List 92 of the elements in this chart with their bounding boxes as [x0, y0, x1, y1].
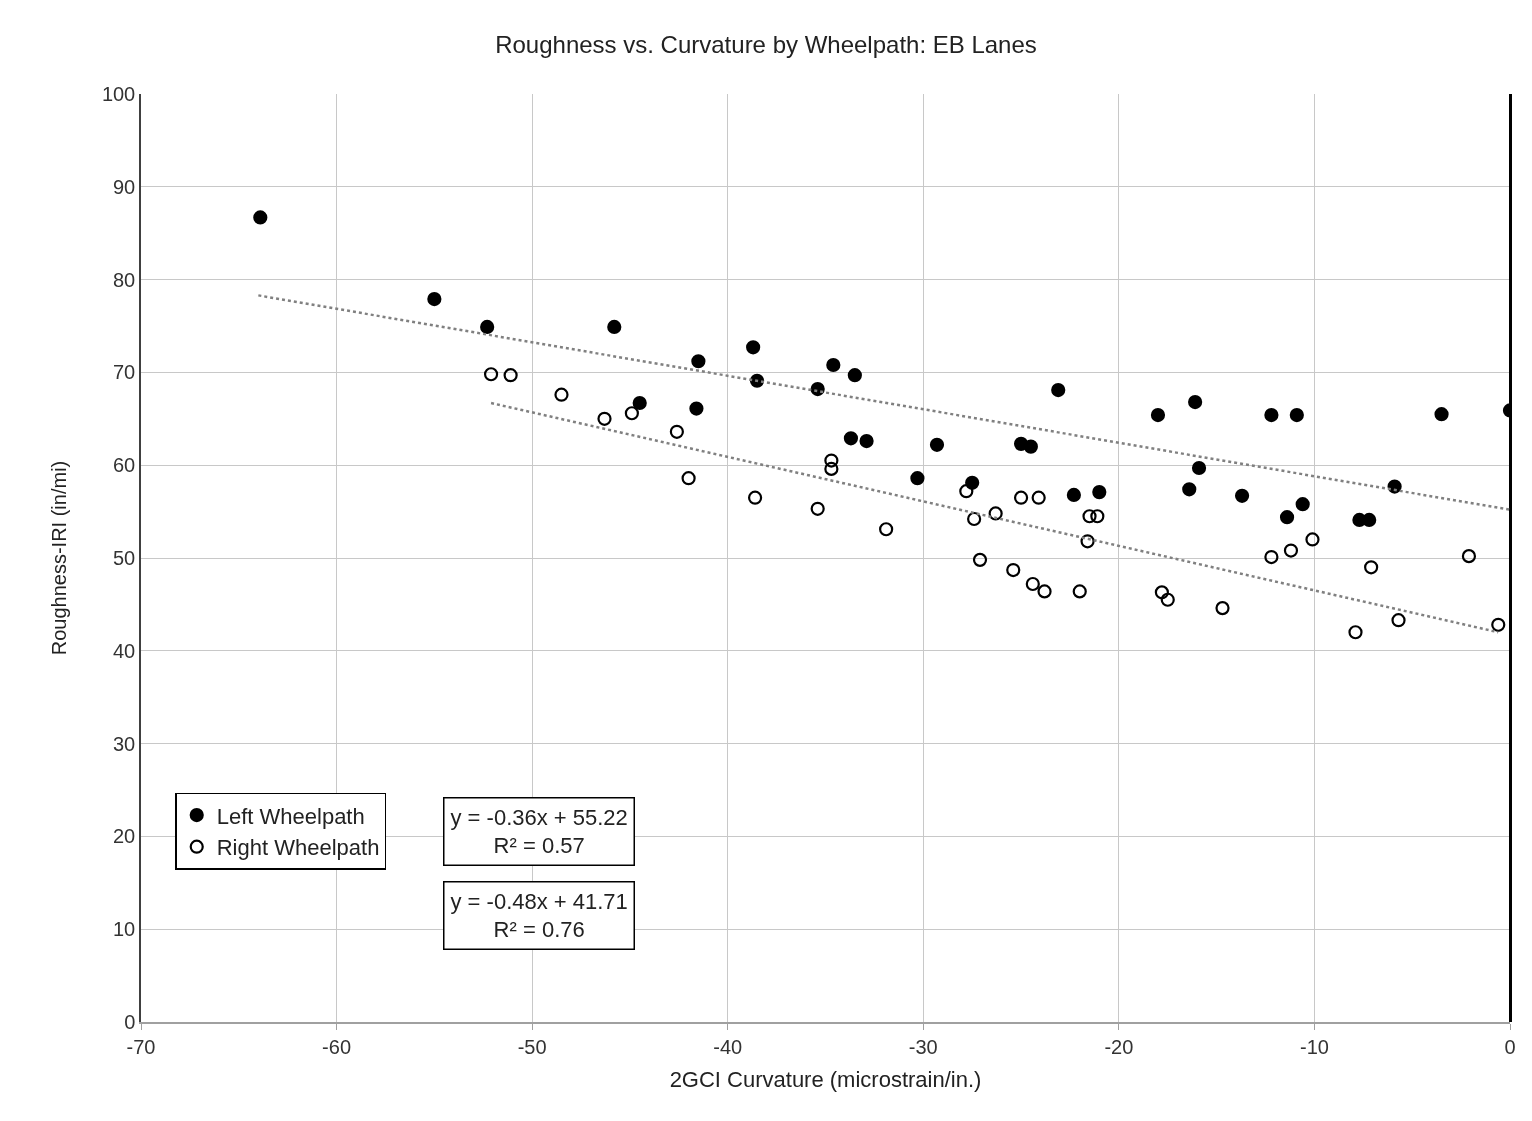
y-tick-label: 90	[113, 175, 136, 198]
point	[1295, 497, 1310, 512]
point	[1264, 407, 1279, 423]
x-tick-label: -60	[322, 1035, 352, 1058]
point	[503, 368, 518, 383]
x-tick-label: -30	[908, 1035, 938, 1058]
point	[681, 471, 696, 486]
x-tick-label: 0	[1504, 1035, 1516, 1058]
chart-title: Roughness vs. Curvature by Wheelpath: EB Lanes	[495, 31, 1037, 59]
point	[1154, 585, 1169, 600]
x-axis-title: 2GCI Curvature (microstrain/in.)	[669, 1067, 982, 1093]
point	[1082, 509, 1097, 524]
y-tick-label: 10	[113, 918, 136, 941]
point	[1264, 549, 1279, 565]
point	[1006, 562, 1021, 578]
point	[1023, 439, 1038, 454]
point	[967, 511, 982, 527]
point	[1391, 613, 1406, 628]
x-tick-label: -10	[1299, 1035, 1329, 1058]
point	[1066, 487, 1081, 502]
point	[1051, 382, 1066, 398]
annotation: y = -0.48x + 41.71 R² = 0.76	[450, 888, 628, 943]
x-tick-label: -20	[1104, 1035, 1134, 1058]
x-tick-label: -70	[126, 1035, 156, 1058]
point	[1362, 512, 1377, 528]
point	[826, 357, 841, 373]
point	[746, 340, 761, 355]
legend-label: Left Wheelpath	[216, 803, 365, 829]
point	[1037, 584, 1052, 599]
point	[972, 552, 988, 567]
x-tick-label: -40	[713, 1035, 743, 1058]
y-tick-label: 30	[113, 732, 136, 755]
point	[1182, 482, 1197, 497]
point	[1150, 407, 1166, 423]
point	[810, 501, 825, 516]
point	[691, 354, 706, 369]
point	[1013, 490, 1029, 505]
y-tick-label: 0	[124, 1011, 136, 1033]
point	[1279, 510, 1295, 525]
point	[1305, 532, 1320, 547]
point	[910, 471, 925, 486]
point	[929, 437, 945, 452]
point	[607, 319, 622, 335]
point	[1025, 576, 1040, 592]
y-tick-label: 80	[113, 268, 136, 291]
point	[624, 406, 639, 421]
point	[1090, 509, 1105, 524]
point	[1491, 617, 1506, 632]
y-tick-label: 60	[113, 454, 136, 477]
point	[427, 291, 442, 307]
y-axis-title: Roughness-IRI (in/mi)	[47, 460, 70, 656]
point	[843, 431, 859, 446]
point	[483, 367, 499, 382]
point	[847, 368, 862, 383]
point	[1080, 534, 1095, 549]
point	[1289, 407, 1304, 423]
y-tick-label: 20	[113, 825, 136, 848]
point	[1461, 549, 1477, 564]
annotation: y = -0.36x + 55.22 R² = 0.57	[450, 804, 628, 859]
x-tick-label: -50	[517, 1035, 547, 1058]
y-tick-label: 100	[101, 83, 136, 105]
point	[1387, 479, 1402, 494]
point	[1092, 485, 1107, 500]
point	[1215, 601, 1230, 616]
point	[824, 461, 839, 476]
point	[748, 490, 763, 505]
point	[1283, 543, 1299, 558]
point	[1191, 460, 1207, 476]
point	[1364, 560, 1379, 575]
point	[1188, 395, 1203, 410]
point	[632, 395, 647, 411]
y-tick-label: 40	[113, 639, 136, 662]
point	[824, 453, 839, 468]
point	[253, 210, 268, 225]
point	[597, 411, 612, 426]
point	[480, 319, 495, 335]
legend-label: Right Wheelpath	[216, 835, 380, 861]
point	[1434, 407, 1449, 422]
point	[1160, 592, 1175, 607]
y-tick-label: 50	[113, 547, 136, 569]
point	[1234, 488, 1250, 503]
point	[1348, 625, 1363, 640]
point	[959, 484, 974, 499]
point	[988, 506, 1003, 521]
point	[859, 433, 874, 449]
point	[1031, 490, 1046, 505]
y-tick-label: 70	[113, 361, 136, 384]
point	[1072, 584, 1087, 599]
point	[689, 401, 704, 416]
point	[554, 387, 569, 402]
point	[669, 424, 684, 439]
point	[879, 522, 894, 537]
